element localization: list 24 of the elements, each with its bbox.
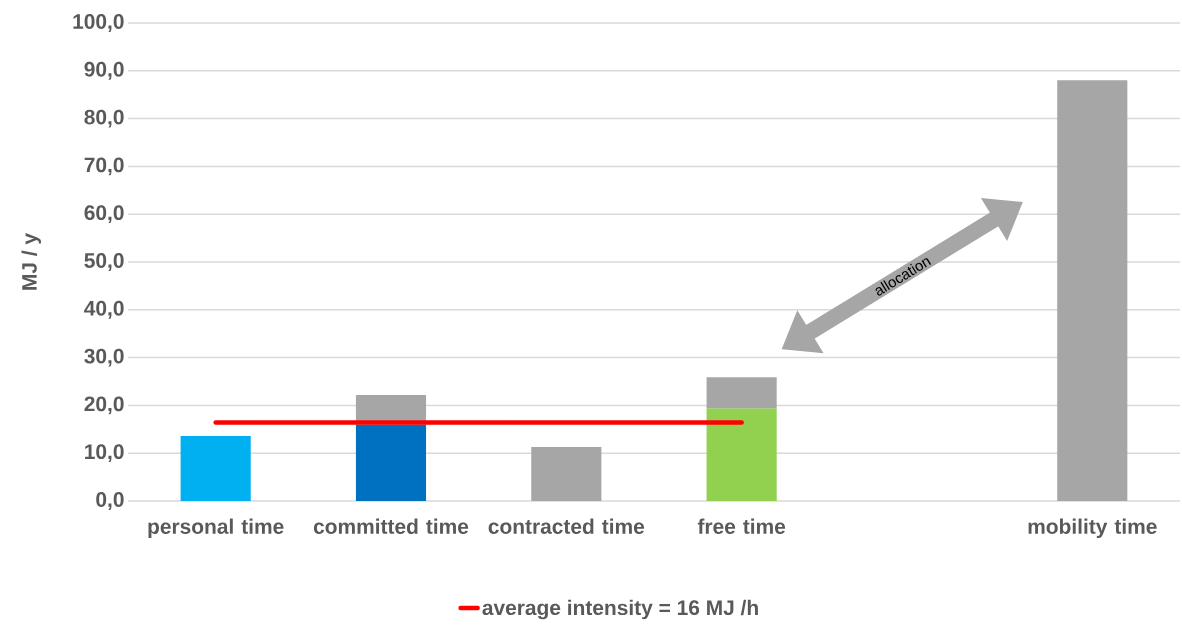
y-tick-label: 90,0	[84, 61, 124, 80]
y-tick-label: 50,0	[84, 253, 124, 271]
bar	[706, 377, 777, 409]
bar	[180, 435, 251, 501]
bar	[355, 424, 427, 501]
y-tick-label: 60,0	[84, 205, 124, 224]
legend-label: average intensity = 16 MJ /h	[482, 599, 758, 620]
x-tick-label: personal time	[148, 518, 284, 539]
y-tick-label: 20,0	[84, 396, 124, 415]
bar	[531, 446, 602, 501]
bar	[706, 408, 777, 501]
x-tick-label: contracted time	[488, 518, 645, 534]
bar	[1057, 80, 1128, 501]
y-tick-label: 70,0	[84, 157, 124, 176]
y-axis-title: MJ / y	[21, 233, 41, 290]
y-tick-label: 30,0	[84, 348, 124, 367]
y-tick-label: 0,0	[96, 492, 124, 510]
y-tick-label: 40,0	[84, 300, 124, 319]
x-tick-label: mobility time	[1028, 518, 1157, 539]
y-tick-label: 10,0	[85, 444, 124, 463]
x-tick-label: committed time	[313, 518, 469, 534]
y-tick-label: 80,0	[84, 109, 124, 128]
y-tick-label: 100,0	[73, 14, 124, 32]
x-tick-label: free time	[697, 518, 786, 534]
